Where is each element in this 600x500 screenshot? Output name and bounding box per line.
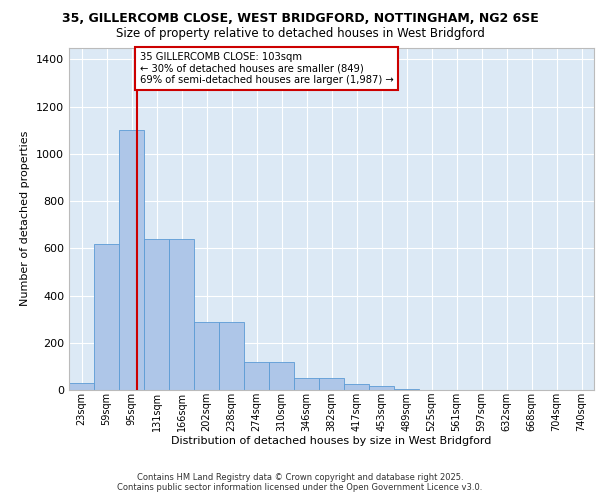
- Bar: [119, 130, 144, 390]
- Bar: [344, 384, 369, 390]
- Bar: [69, 383, 94, 390]
- Bar: [219, 322, 244, 390]
- Bar: [269, 362, 294, 390]
- Bar: [369, 386, 394, 390]
- Bar: [244, 362, 269, 390]
- Bar: [194, 322, 219, 390]
- Text: 35 GILLERCOMB CLOSE: 103sqm
← 30% of detached houses are smaller (849)
69% of se: 35 GILLERCOMB CLOSE: 103sqm ← 30% of det…: [140, 52, 394, 86]
- Bar: [169, 239, 194, 390]
- Bar: [319, 378, 344, 390]
- Bar: [144, 239, 169, 390]
- Text: Size of property relative to detached houses in West Bridgford: Size of property relative to detached ho…: [116, 28, 484, 40]
- Bar: [94, 244, 119, 390]
- Y-axis label: Number of detached properties: Number of detached properties: [20, 131, 31, 306]
- Text: Contains HM Land Registry data © Crown copyright and database right 2025.
Contai: Contains HM Land Registry data © Crown c…: [118, 473, 482, 492]
- X-axis label: Distribution of detached houses by size in West Bridgford: Distribution of detached houses by size …: [172, 436, 491, 446]
- Bar: [294, 378, 319, 390]
- Bar: [394, 389, 419, 390]
- Text: 35, GILLERCOMB CLOSE, WEST BRIDGFORD, NOTTINGHAM, NG2 6SE: 35, GILLERCOMB CLOSE, WEST BRIDGFORD, NO…: [62, 12, 538, 26]
